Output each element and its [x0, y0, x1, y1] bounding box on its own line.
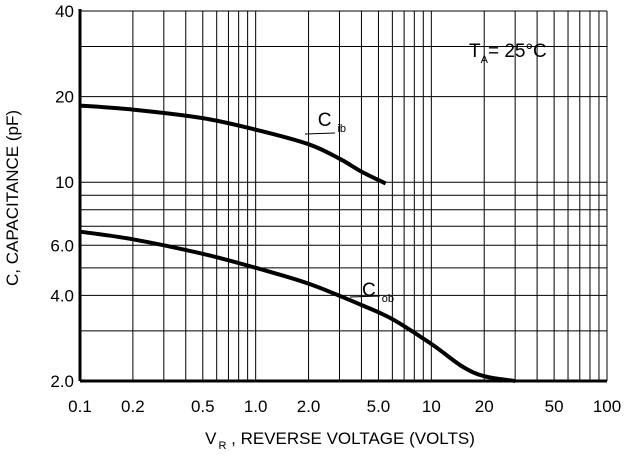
- y-tick-labels: 2.0 4.0 6.0 10 20 40: [50, 2, 74, 391]
- x-tick-label: 1.0: [244, 397, 268, 416]
- x-tick-label: 50: [545, 397, 564, 416]
- y-tick-label: 6.0: [50, 236, 74, 255]
- x-tick-label: 20: [475, 397, 494, 416]
- y-tick-label: 40: [55, 2, 74, 21]
- series-line-ib: [79, 103, 387, 186]
- series-label-leader: [304, 132, 336, 135]
- x-tick-label: 0.5: [191, 397, 215, 416]
- y-tick-label: 4.0: [50, 286, 74, 305]
- x-tick-label: 100: [593, 397, 621, 416]
- x-tick-label: 0.1: [68, 397, 92, 416]
- x-tick-label: 10: [422, 397, 441, 416]
- series-lines: [79, 103, 516, 383]
- x-tick-labels: 0.1 0.2 0.5 1.0 2.0 5.0 10 20 50 100: [68, 397, 621, 416]
- temperature-annotation: TA= 25°C: [469, 41, 547, 66]
- x-tick-label: 0.2: [121, 397, 145, 416]
- axes: [78, 9, 608, 383]
- grid: [80, 11, 607, 381]
- x-tick-label: 2.0: [297, 397, 321, 416]
- y-tick-label: 10: [55, 173, 74, 192]
- y-tick-label: 2.0: [50, 372, 74, 391]
- series-label-leader: [349, 295, 381, 298]
- y-axis-title: C, CAPACITANCE (pF): [3, 110, 22, 286]
- y-tick-label: 20: [55, 88, 74, 107]
- series-line-ob: [79, 229, 516, 383]
- x-tick-label: 5.0: [367, 397, 391, 416]
